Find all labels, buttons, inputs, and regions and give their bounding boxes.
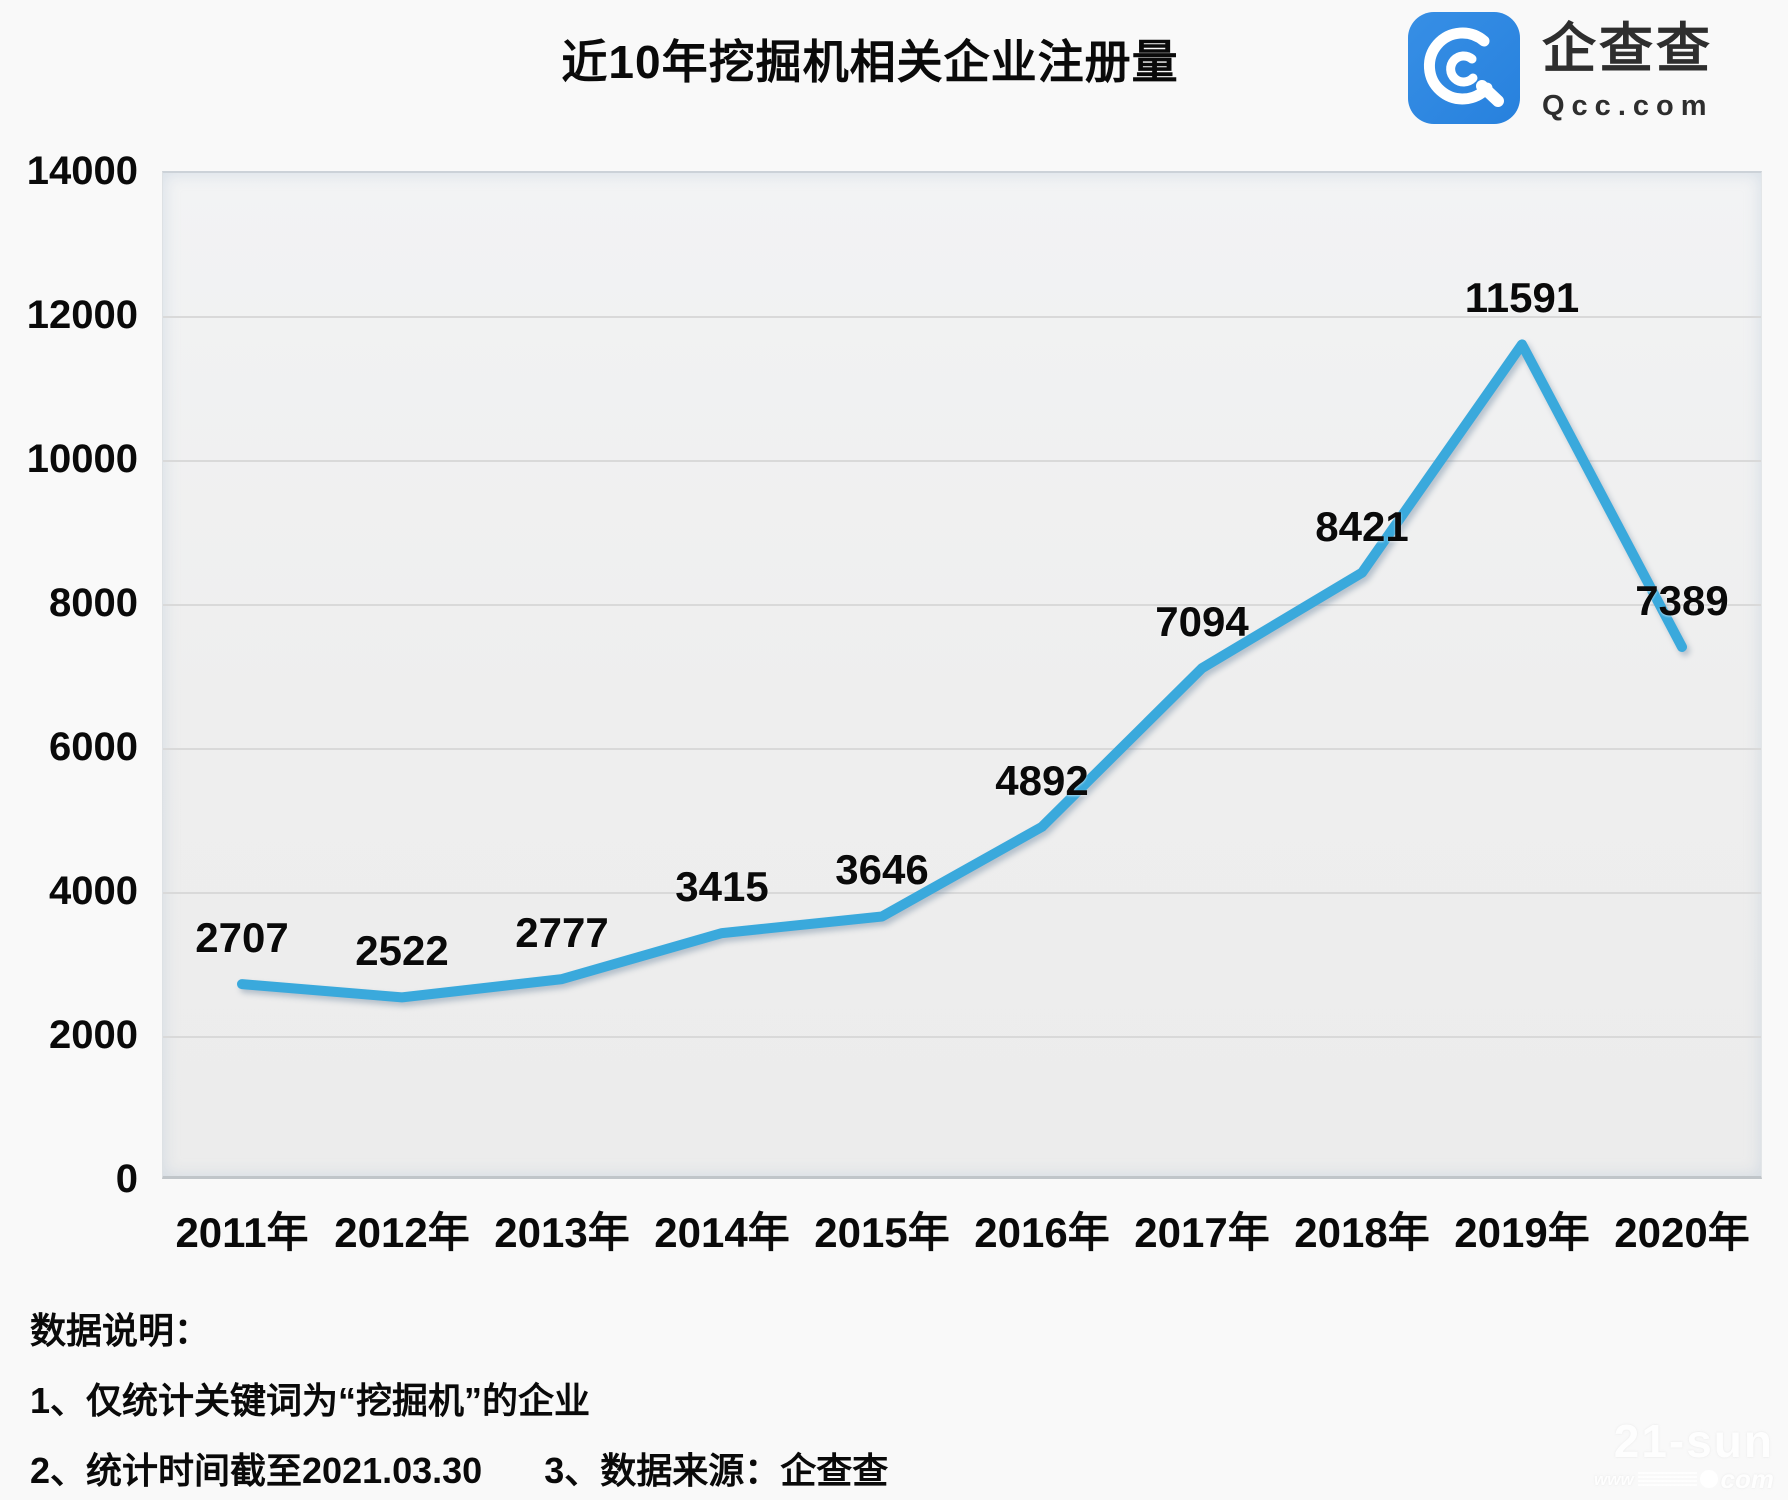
logo-text: 企查查 Qcc.com [1542,12,1714,123]
watermark-lines-decoration [1637,1472,1698,1486]
chart-title: 近10年挖掘机相关企业注册量 [561,36,1179,88]
y-tick-label: 6000 [49,725,138,769]
qcc-magnifier-icon [1408,12,1520,124]
plot-area [162,171,1762,1179]
x-tick-label: 2015年 [814,1209,950,1256]
data-label-2016年: 4892 [995,756,1089,804]
footer-note-2: 2、统计时间截至2021.03.30 [30,1450,483,1491]
data-label-2020年: 7389 [1635,576,1729,624]
data-label-2012年: 2522 [355,927,449,975]
logo-domain-name: Qcc.com [1542,90,1714,122]
gridline-8000 [163,604,1761,606]
footer-notes: 数据说明： 1、仅统计关键词为“挖掘机”的企业 2、统计时间截至2021.03.… [30,1305,888,1497]
data-label-2018年: 8421 [1315,502,1409,550]
watermark-subline: www com [1594,1466,1774,1492]
x-tick-label: 2011年 [175,1209,309,1256]
data-label-2015年: 3646 [835,846,929,894]
watermark-www: www [1594,1469,1634,1489]
logo-brand-name: 企查查 [1542,19,1713,79]
x-tick-label: 2016年 [974,1209,1110,1256]
x-tick-label: 2012年 [334,1209,470,1256]
watermark-text: 21-sun [1613,1415,1774,1467]
x-tick-label: 2017年 [1134,1209,1270,1256]
data-label-2017年: 7094 [1155,598,1249,646]
footer-note-1: 1、仅统计关键词为“挖掘机”的企业 [30,1380,591,1421]
gridline-10000 [163,460,1761,462]
y-tick-label: 10000 [26,437,138,481]
gridline-6000 [163,748,1761,750]
y-tick-label: 14000 [26,149,138,193]
gridline-2000 [163,1036,1761,1038]
footer-heading: 数据说明： [30,1310,211,1351]
watermark-globe-icon [1700,1470,1718,1488]
x-tick-label: 2020年 [1614,1209,1750,1256]
data-label-2011年: 2707 [195,914,289,962]
y-tick-label: 12000 [26,293,138,337]
watermark-21sun: 21-sun www com [1594,1418,1774,1492]
y-tick-label: 0 [115,1157,138,1201]
x-tick-label: 2019年 [1454,1209,1590,1256]
watermark-com: com [1720,1464,1774,1494]
x-tick-label: 2014年 [654,1209,790,1256]
y-tick-label: 4000 [49,869,138,913]
y-tick-label: 8000 [49,581,138,625]
x-tick-label: 2013年 [494,1209,630,1256]
data-label-2014年: 3415 [675,863,769,911]
data-label-2013年: 2777 [515,909,609,957]
data-label-2019年: 11591 [1464,274,1580,322]
y-tick-label: 2000 [49,1013,138,1057]
footer-note-row-2: 2、统计时间截至2021.03.30 3、数据来源：企查查 [30,1445,888,1497]
x-tick-label: 2018年 [1294,1209,1430,1256]
footer-note-3: 3、数据来源：企查查 [544,1450,889,1491]
gridline-12000 [163,316,1761,318]
qcc-logo: 企查查 Qcc.com [1408,12,1714,124]
